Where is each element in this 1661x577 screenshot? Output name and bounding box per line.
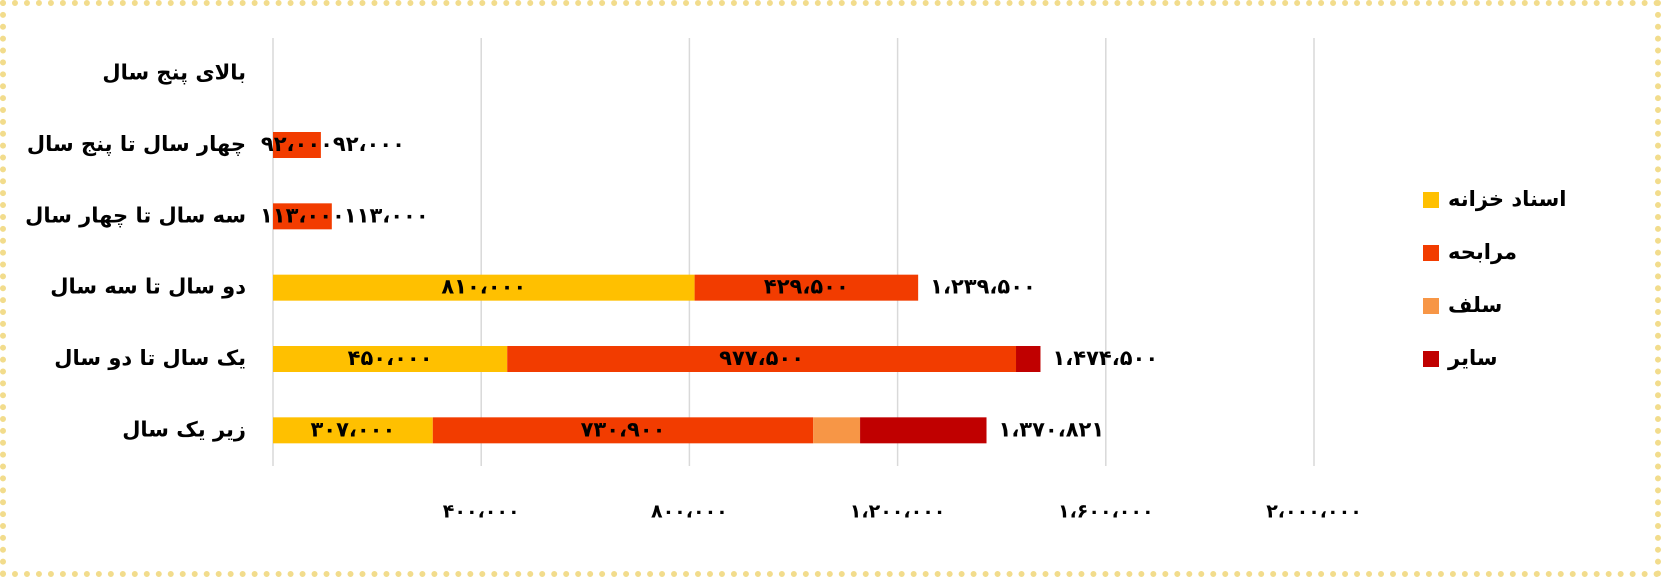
- bar-segment: [273, 274, 695, 301]
- bar-segment: [694, 274, 919, 301]
- category-label: بالای پنج سال: [102, 61, 246, 85]
- bar-segment: [273, 417, 433, 444]
- legend-swatch: [1423, 245, 1439, 261]
- category-label: دو سال تا سه سال: [50, 275, 246, 299]
- legend-label: اسناد خزانه: [1448, 187, 1566, 211]
- bar-segment: [860, 417, 987, 444]
- bar-segment: [273, 132, 321, 158]
- legend-swatch: [1423, 298, 1439, 314]
- legend-swatch: [1423, 192, 1439, 208]
- bar-segment: [813, 417, 861, 444]
- category-label: سه سال تا چهار سال: [25, 203, 246, 227]
- value-label: ۴۵۰،۰۰۰: [348, 346, 433, 370]
- legend-label: سلف: [1448, 293, 1502, 317]
- bar-segment: [273, 203, 332, 230]
- total-label: ۱،۲۳۹،۵۰۰: [930, 275, 1036, 299]
- total-label: ۹۲،۰۰۰: [333, 132, 405, 156]
- bar-segment: [432, 417, 814, 444]
- value-label: ۴۲۹،۵۰۰: [764, 275, 849, 299]
- chart: ۴۰۰،۰۰۰ ۸۰۰،۰۰۰ ۱،۲۰۰،۰۰۰ ۱،۶۰۰،۰۰۰ ۲،۰۰۰،۰۰…: [25, 38, 1566, 523]
- category-label: زیر یک سال: [122, 417, 246, 441]
- bar-segment: [273, 346, 508, 372]
- x-tick-label: ۸۰۰،۰۰۰: [651, 501, 728, 523]
- value-label: ۱۱۳،۰۰۰: [260, 203, 345, 227]
- legend-swatch: [1423, 351, 1439, 367]
- total-label: ۱،۴۷۴،۵۰۰: [1052, 346, 1158, 370]
- total-label: ۱،۳۷۰،۸۲۱: [999, 417, 1105, 441]
- x-tick-label: ۲،۰۰۰،۰۰۰: [1266, 501, 1362, 523]
- bar-segment: [507, 346, 1017, 372]
- x-tick-label: ۱،۲۰۰،۰۰۰: [850, 501, 946, 523]
- value-label: ۹۲،۰۰۰: [261, 132, 333, 156]
- legend-label: مرابحه: [1448, 240, 1517, 264]
- category-label: یک سال تا دو سال: [54, 346, 246, 370]
- category-label: چهار سال تا پنج سال: [27, 132, 246, 156]
- bar-segment: [1016, 346, 1041, 372]
- value-label: ۷۳۰،۹۰۰: [581, 417, 666, 441]
- legend-label: سایر: [1447, 346, 1498, 370]
- x-tick-label: ۴۰۰،۰۰۰: [443, 501, 520, 523]
- value-label: ۳۰۷،۰۰۰: [310, 417, 395, 441]
- total-label: ۱۱۳،۰۰۰: [344, 203, 429, 227]
- value-label: ۸۱۰،۰۰۰: [441, 275, 526, 299]
- value-label: ۹۷۷،۵۰۰: [719, 346, 804, 370]
- x-tick-label: ۱،۶۰۰،۰۰۰: [1058, 501, 1154, 523]
